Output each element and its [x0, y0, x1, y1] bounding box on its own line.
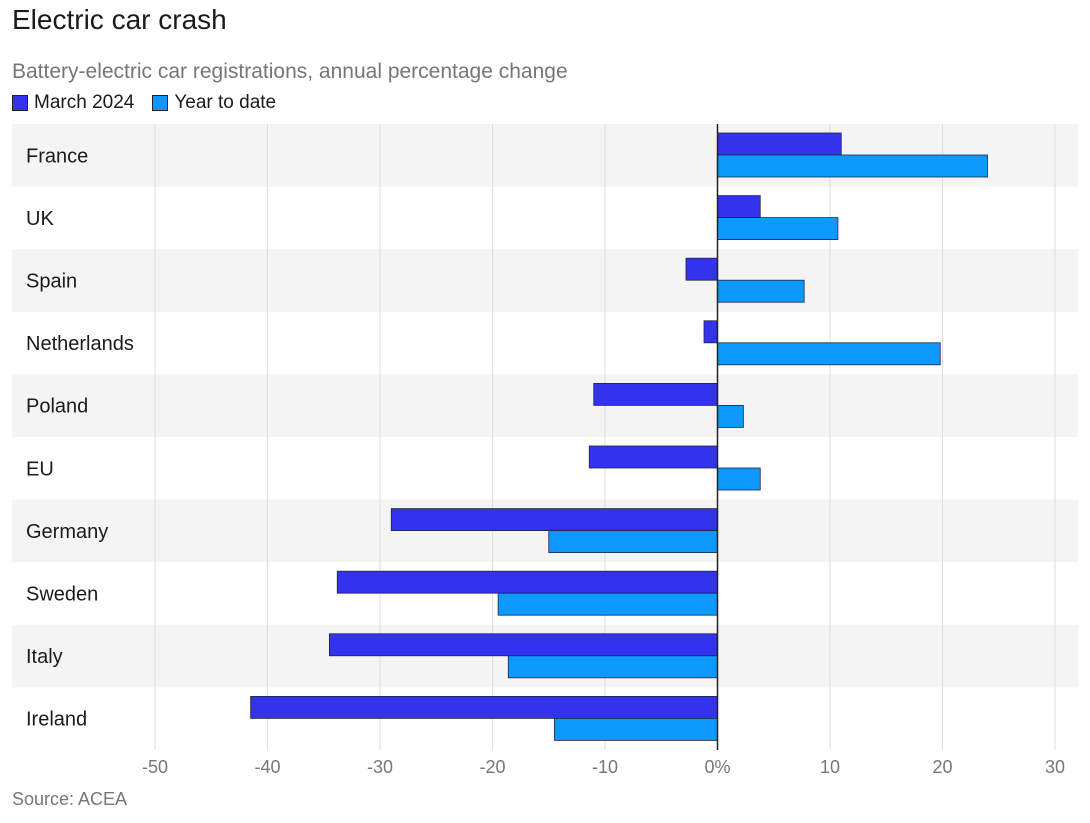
- x-tick-label: -40: [254, 757, 280, 777]
- x-tick-label: -20: [479, 757, 505, 777]
- category-label: Poland: [26, 396, 88, 418]
- march-bar: [250, 696, 718, 719]
- chart-title: Electric car crash: [12, 4, 227, 35]
- category-label: Spain: [26, 271, 77, 293]
- legend-item-ytd: Year to date: [152, 92, 276, 114]
- category-label: UK: [26, 208, 54, 230]
- ytd-bar: [717, 279, 805, 303]
- category-label: France: [26, 145, 88, 167]
- march-bar: [593, 382, 718, 406]
- row-band: [12, 249, 1078, 312]
- legend-item-march: March 2024: [12, 92, 134, 114]
- march-bar: [328, 633, 718, 657]
- ytd-bar: [553, 718, 718, 741]
- march-bar: [390, 508, 718, 532]
- march-bar: [717, 195, 761, 219]
- ytd-bar: [717, 467, 761, 491]
- x-tick-label: 10: [820, 757, 840, 777]
- ytd-bar: [717, 342, 941, 366]
- legend-label-ytd: Year to date: [174, 92, 277, 113]
- x-tick-label: -50: [142, 757, 168, 777]
- legend-swatch-march: [12, 95, 28, 111]
- category-label: EU: [26, 458, 54, 480]
- ytd-bar: [548, 530, 718, 553]
- march-bar: [717, 132, 842, 156]
- ytd-bar: [717, 154, 988, 178]
- legend-label-march: March 2024: [34, 92, 135, 113]
- category-label: Sweden: [26, 584, 98, 606]
- category-label: Netherlands: [26, 333, 134, 355]
- category-label: Ireland: [26, 709, 87, 731]
- category-label: Italy: [26, 646, 63, 668]
- march-bar: [703, 320, 718, 344]
- march-bar: [685, 257, 718, 281]
- x-tick-label: 0%: [704, 757, 730, 777]
- x-tick-label: -30: [367, 757, 393, 777]
- ytd-bar: [507, 655, 718, 679]
- x-tick-label: 30: [1045, 757, 1065, 777]
- category-label: Germany: [26, 521, 108, 543]
- march-bar: [336, 570, 718, 594]
- row-band: [12, 374, 1078, 437]
- chart-subtitle: Battery-electric car registrations, annu…: [12, 60, 568, 83]
- x-tick-label: -10: [592, 757, 618, 777]
- source-note: Source: ACEA: [12, 789, 128, 809]
- legend: March 2024 Year to date: [12, 92, 276, 114]
- legend-swatch-ytd: [152, 95, 169, 111]
- ytd-bar: [717, 217, 839, 241]
- march-bar: [588, 445, 718, 469]
- ytd-bar: [497, 592, 718, 616]
- x-tick-label: 20: [932, 757, 952, 777]
- ytd-bar: [717, 404, 744, 428]
